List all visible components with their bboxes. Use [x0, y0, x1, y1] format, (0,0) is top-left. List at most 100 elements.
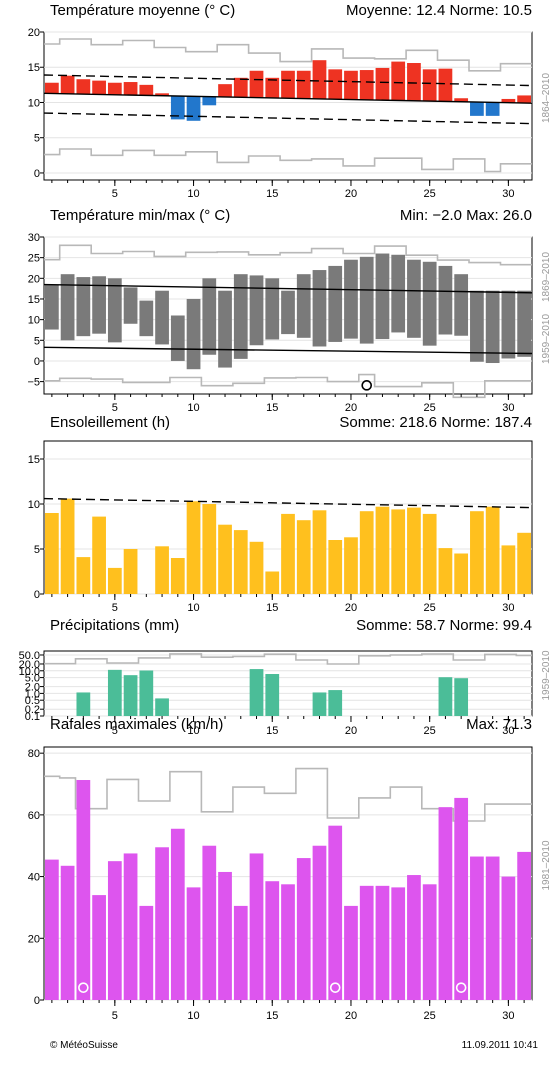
data-bar	[123, 549, 138, 594]
x-tick-label: 15	[266, 188, 278, 200]
data-bar	[517, 95, 531, 104]
record-marker	[361, 380, 373, 391]
data-bar	[107, 82, 122, 95]
data-bar	[155, 847, 169, 1000]
x-tick-label: 20	[345, 402, 357, 414]
data-bar	[123, 675, 138, 716]
x-tick-label: 15	[266, 602, 278, 614]
data-bar	[454, 797, 469, 1000]
x-tick-label: 10	[187, 188, 199, 200]
chart-title: Ensoleillement (h)	[50, 414, 170, 431]
data-bar	[485, 506, 500, 594]
data-bar	[170, 95, 185, 120]
data-bar	[265, 881, 280, 1000]
x-tick-label: 30	[502, 725, 514, 737]
x-tick-label: 30	[502, 1010, 514, 1022]
data-bar	[233, 530, 248, 594]
data-bar	[60, 865, 75, 1000]
normal-band-upper	[43, 74, 533, 87]
data-bar	[202, 504, 217, 594]
data-bar	[170, 558, 185, 594]
data-bar	[249, 669, 264, 716]
chart-temperature-mean: 0 5 10 15 20 5 10 15 20 25 30 Température moyenne (…	[28, 2, 552, 200]
range-bar	[485, 290, 500, 364]
data-bar	[375, 67, 390, 101]
data-bar	[328, 540, 343, 594]
y-tick-label: 20	[28, 273, 40, 285]
x-tick-label: 10	[187, 402, 199, 414]
chart-stats: Moyenne: 12.4 Norme: 10.5	[346, 2, 532, 19]
y-tick-label: 30	[28, 232, 40, 244]
data-bar	[186, 887, 201, 1000]
record-high-line	[44, 653, 532, 665]
data-bar	[233, 905, 248, 1000]
range-bar	[454, 274, 469, 336]
data-bar	[328, 825, 343, 1000]
data-bar	[123, 853, 138, 1000]
data-bar	[155, 546, 169, 594]
data-bar	[265, 674, 280, 716]
range-bar	[233, 274, 248, 359]
y-tick-label: 40	[28, 872, 40, 884]
x-tick-label: 25	[424, 402, 436, 414]
data-bar	[139, 670, 154, 716]
y-tick-label: 0.2	[25, 704, 40, 716]
y-tick-label: 0.1	[25, 711, 40, 723]
x-tick-label: 20	[345, 188, 357, 200]
record-high-line	[44, 38, 532, 72]
data-bar	[470, 511, 484, 594]
data-bar	[485, 102, 500, 116]
normal-max-line	[43, 283, 533, 294]
range-bar	[359, 256, 374, 344]
data-bar	[218, 871, 232, 1000]
data-bar	[312, 60, 327, 99]
range-bar	[438, 265, 453, 335]
data-bar	[249, 70, 264, 98]
x-tick-label: 25	[424, 725, 436, 737]
data-bar	[76, 692, 91, 716]
range-bar	[328, 265, 343, 342]
x-tick-label: 30	[502, 402, 514, 414]
x-tick-label: 25	[424, 602, 436, 614]
data-bar	[249, 853, 264, 1000]
x-tick-label: 20	[345, 1010, 357, 1022]
range-bar	[92, 276, 106, 334]
range-bar	[249, 275, 264, 346]
y-tick-label: 5	[34, 133, 40, 145]
chart-temperature-minmax: −5 0 5 10 15 20 25 30 5 10 15 20 25 30 Température min…	[27, 207, 552, 414]
data-bar	[92, 516, 106, 594]
y-tick-label: 20.0	[19, 659, 40, 671]
x-tick-label: 5	[112, 402, 118, 414]
x-tick-label: 30	[502, 602, 514, 614]
x-tick-label: 15	[266, 1010, 278, 1022]
y-tick-label: 2.0	[25, 682, 40, 694]
reference-period-label: 1869–2010	[541, 252, 552, 302]
chart-stats: Somme: 218.6 Norme: 187.4	[339, 414, 532, 431]
range-bar	[139, 300, 154, 337]
data-bar	[375, 506, 390, 594]
range-bar	[281, 290, 295, 335]
data-bar	[60, 498, 75, 594]
data-bar	[45, 82, 59, 94]
normal-band-lower	[43, 112, 533, 125]
data-bar	[359, 885, 374, 1000]
y-tick-label: 1.0	[25, 688, 40, 700]
data-bar	[155, 93, 169, 96]
x-tick-label: 15	[266, 402, 278, 414]
y-tick-label: −5	[27, 377, 40, 389]
normal-min-line	[43, 346, 533, 355]
data-bar	[422, 513, 437, 594]
y-tick-label: 15	[28, 294, 40, 306]
data-bar	[155, 698, 169, 716]
y-tick-label: 15	[28, 454, 40, 466]
footer-timestamp: 11.09.2011 10:41	[462, 1040, 539, 1051]
record-low-line	[44, 148, 532, 173]
y-tick-label: 20	[28, 27, 40, 39]
data-bar	[281, 884, 295, 1000]
record-high-line	[44, 244, 532, 266]
data-bar	[312, 845, 327, 1000]
data-bar	[107, 669, 122, 716]
data-bar	[281, 70, 295, 99]
range-bar	[391, 254, 406, 333]
range-bar	[312, 270, 327, 347]
